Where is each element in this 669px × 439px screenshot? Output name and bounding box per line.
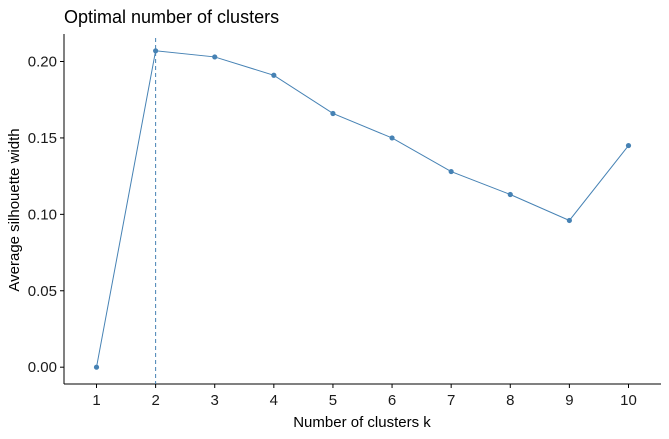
axis-ticks: 0.00 0.05 0.10 0.15 0.20 1 2 3 4 5 6 7 8 9 10	[28, 54, 637, 409]
y-axis-label: Average silhouette width	[6, 128, 23, 291]
x-tick-label: 3	[211, 392, 219, 409]
x-tick-label: 5	[329, 392, 337, 409]
y-tick-label: 0.00	[28, 359, 57, 376]
x-tick-label: 8	[506, 392, 514, 409]
chart-title: Optimal number of clusters	[64, 7, 279, 27]
data-point	[271, 72, 277, 78]
x-tick-label: 2	[151, 392, 159, 409]
axes	[63, 34, 661, 385]
series-line	[96, 50, 629, 368]
data-point	[625, 142, 632, 149]
data-point	[566, 217, 572, 224]
x-tick-label: 6	[388, 392, 396, 409]
data-point	[212, 54, 218, 60]
data-point	[507, 191, 513, 198]
data-point	[93, 364, 100, 370]
plot-marks	[93, 38, 632, 384]
data-point	[448, 168, 454, 175]
x-tick-label: 1	[92, 392, 100, 409]
data-point	[330, 110, 336, 117]
data-point	[153, 48, 159, 54]
y-tick-label: 0.05	[28, 283, 57, 300]
x-tick-label: 10	[620, 392, 637, 409]
y-tick-label: 0.10	[28, 206, 57, 223]
data-point	[389, 135, 395, 141]
x-tick-label: 9	[565, 392, 573, 409]
x-tick-label: 4	[270, 392, 278, 409]
x-tick-label: 7	[447, 392, 455, 409]
y-tick-label: 0.20	[28, 54, 57, 71]
x-axis-label: Number of clusters k	[293, 414, 431, 431]
y-tick-label: 0.15	[28, 130, 57, 147]
